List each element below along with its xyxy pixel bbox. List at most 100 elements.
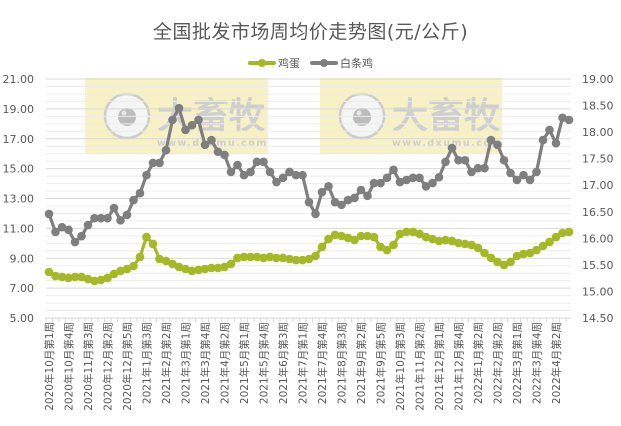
y-tick-right: 17.50 [582,153,614,166]
x-tick-label: 2021年5月第4周 [258,322,271,404]
data-point [551,232,561,242]
data-point [454,155,463,165]
data-point [421,181,431,191]
data-point [194,265,203,275]
chart-legend: 鸡蛋 白条鸡 [0,55,621,71]
data-point [278,253,288,263]
data-point [525,175,535,185]
data-point [155,158,164,168]
legend-line-marker-icon [310,59,338,67]
x-tick-label: 2021年3月第1周 [180,322,193,404]
legend-item-egg[interactable]: 鸡蛋 [248,55,300,71]
data-point [90,213,99,223]
data-point [343,233,353,243]
data-point [506,257,515,267]
x-tick-label: 2021年1月第3周 [141,322,154,404]
x-tick-label: 2021年8月第3周 [336,322,349,404]
data-point [480,163,489,173]
data-point [246,167,255,177]
data-point [246,252,255,262]
data-point [298,255,307,265]
data-point [187,266,197,276]
data-point [519,249,528,259]
data-point [415,173,424,183]
data-point [233,253,242,263]
data-point [155,254,164,264]
data-point [434,172,444,182]
data-point [285,254,294,264]
data-point [415,229,424,239]
data-point [460,155,470,165]
data-point [564,115,574,125]
y-tick-right: 16.00 [582,232,614,245]
data-point [311,209,320,219]
data-point [142,170,151,180]
data-point [168,115,177,125]
data-point [122,264,132,274]
data-point [272,177,281,187]
data-point [324,181,333,191]
data-point [363,191,372,201]
data-point [129,195,138,205]
x-tick-label: 2021年12月第1周 [433,322,446,411]
data-point [337,231,346,241]
data-point [532,167,541,177]
data-point [194,115,203,125]
data-point [103,273,112,283]
data-point [44,209,54,219]
legend-label: 白条鸡 [340,57,373,70]
y-tick-left: 21.00 [3,73,35,86]
data-point [324,234,333,244]
data-point [259,157,268,167]
legend-item-chicken[interactable]: 白条鸡 [310,55,373,71]
data-point [486,135,496,145]
data-point [382,245,392,255]
x-tick-label: 2021年10月第3周 [394,322,407,411]
data-point [168,259,177,269]
data-point [538,241,548,251]
series-egg-line [44,227,574,286]
data-point [181,125,190,135]
y-tick-right: 15.00 [582,285,614,298]
data-point [174,103,184,113]
data-point [174,262,184,272]
x-tick-label: 2021年5月第1周 [238,322,251,404]
x-tick-label: 2021年4月第2周 [219,322,232,404]
data-point [395,177,405,187]
svg-text:www.dxumu.com: www.dxumu.com [392,138,503,149]
data-point [480,248,489,258]
data-point [96,213,106,223]
y-tick-left: 19.00 [3,103,35,116]
data-point [434,236,444,246]
x-tick-label: 2022年3月第1周 [511,322,524,404]
data-point [545,125,554,135]
y-tick-left: 9.00 [10,252,35,265]
data-point [558,228,567,238]
data-point [311,251,320,261]
data-point [408,173,418,183]
y-tick-left: 17.00 [3,133,35,146]
data-point [116,266,125,276]
data-point [135,252,145,262]
data-point [285,167,294,177]
data-point [408,227,418,237]
x-tick-label: 2022年2月第2周 [492,322,505,404]
data-point [291,255,301,265]
data-point [519,170,528,180]
data-point [272,253,281,263]
data-point [356,185,366,195]
legend-line-marker-icon [248,59,276,67]
x-tick-label: 2020年10月第4周 [63,322,76,411]
data-point [350,193,359,203]
data-point [428,178,437,188]
data-point [460,239,470,249]
data-point [161,256,171,266]
chart-title: 全国批发市场周均价走势图(元/公斤) [152,21,469,43]
data-point [304,197,314,207]
data-point [148,158,158,168]
y-tick-left: 5.00 [10,312,35,325]
y-tick-right: 14.50 [582,312,614,325]
data-point [343,195,353,205]
x-tick-label: 2021年2月第2周 [160,322,173,404]
data-point [142,232,151,242]
